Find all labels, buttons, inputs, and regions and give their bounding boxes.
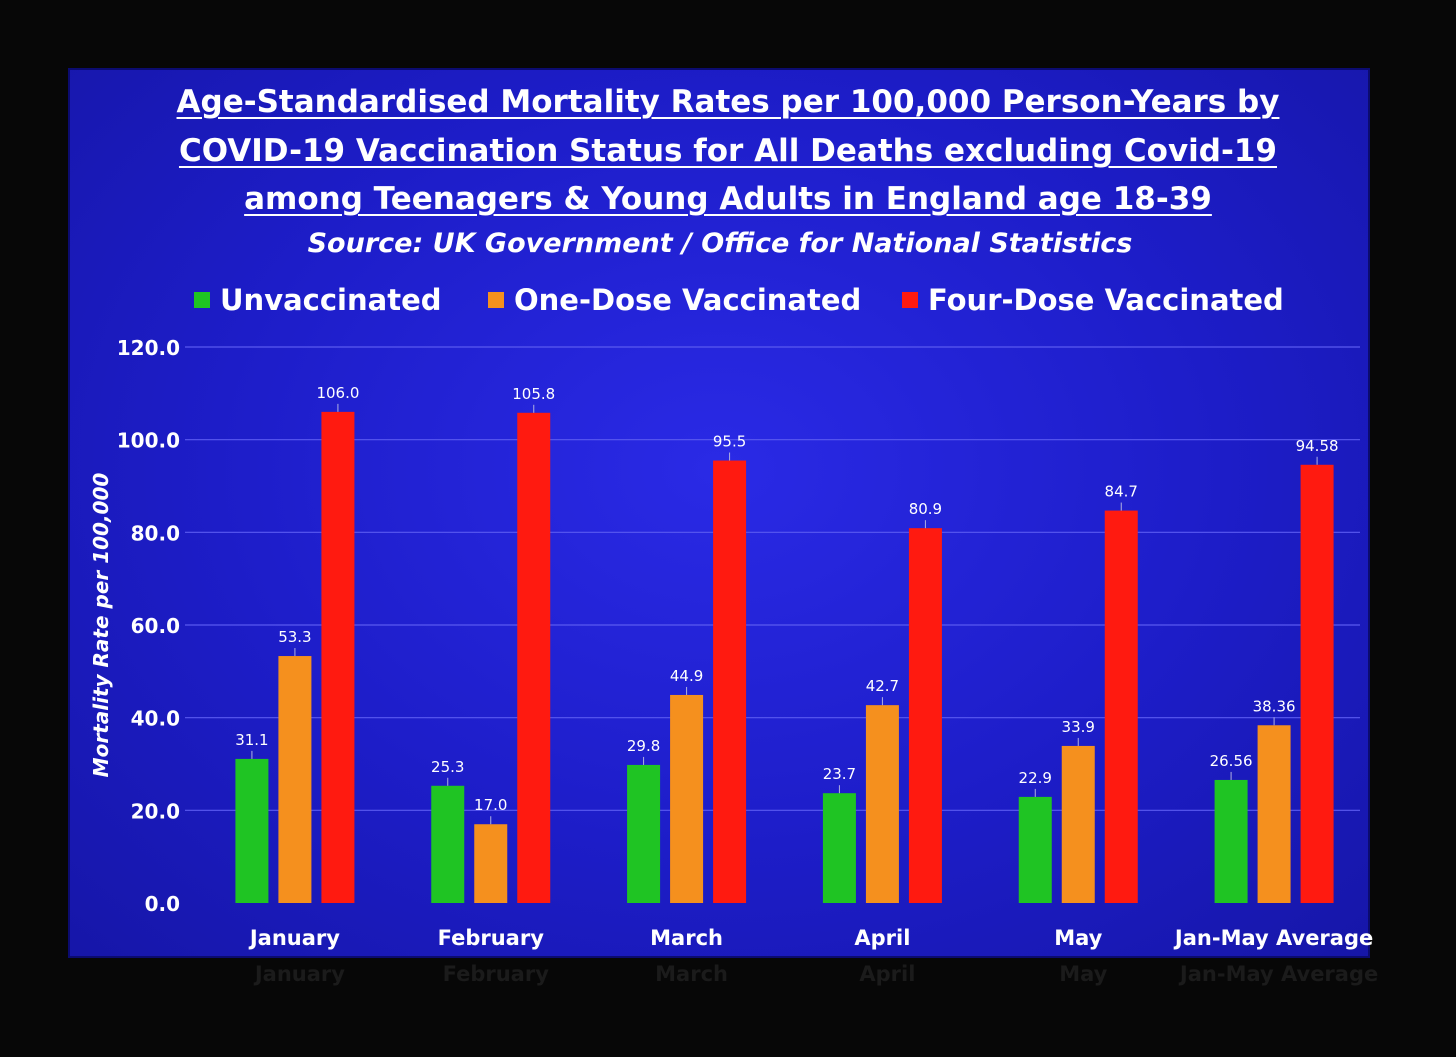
data-label: 44.9: [670, 667, 703, 685]
legend-item-unvaccinated: Unvaccinated: [194, 280, 442, 320]
bar: [278, 656, 312, 903]
bar: [1104, 510, 1138, 903]
legend-swatch-four-dose: [902, 292, 918, 308]
y-tick-label: 100.0: [117, 429, 180, 453]
x-tick-label: April: [854, 926, 910, 950]
legend-label-four-dose: Four-Dose Vaccinated: [928, 283, 1284, 317]
legend-item-one-dose: One-Dose Vaccinated: [488, 280, 861, 320]
data-labels: 31.1 53.3 106.0 25.3 17.0 105.8 29.8 44.9 95.5 23…: [235, 384, 1338, 814]
data-label: 94.58: [1296, 437, 1339, 455]
data-label: 29.8: [627, 737, 660, 755]
data-label: 17.0: [474, 796, 507, 814]
y-tick-label: 40.0: [131, 707, 180, 731]
legend-label-one-dose: One-Dose Vaccinated: [514, 283, 862, 317]
gridlines: [185, 346, 1360, 811]
bar: [235, 758, 269, 903]
data-label: 106.0: [316, 384, 359, 402]
bar: [908, 528, 942, 903]
data-label: 31.1: [235, 731, 268, 749]
reflection-strip: January February March April May Jan-May Aver…: [253, 962, 1378, 986]
bar: [1061, 745, 1095, 903]
x-tick-reflection: May: [1059, 962, 1107, 986]
y-tick-label: 20.0: [131, 799, 180, 823]
bar: [670, 694, 704, 903]
x-tick-reflection: February: [443, 962, 550, 986]
data-label: 42.7: [866, 677, 899, 695]
y-tick-label: 60.0: [131, 614, 180, 638]
y-axis-ticks: 0.0 20.0 40.0 60.0 80.0 100.0 120.0: [117, 336, 180, 916]
x-tick-reflection: March: [655, 962, 728, 986]
x-tick-reflection: April: [859, 962, 915, 986]
chart-title-line-1: Age-Standardised Mortality Rates per 100…: [176, 84, 1280, 120]
data-label: 23.7: [823, 765, 856, 783]
legend-swatch-one-dose: [488, 292, 504, 308]
y-tick-label: 80.0: [131, 521, 180, 545]
x-tick-label: March: [650, 926, 723, 950]
chart-title-line-3: among Teenagers & Young Adults in Englan…: [244, 181, 1212, 217]
data-label: 95.5: [713, 433, 746, 451]
legend-label-unvaccinated: Unvaccinated: [220, 283, 442, 317]
chart-legend: Unvaccinated One-Dose Vaccinated Four-Do…: [0, 280, 1456, 320]
chart-subtitle: Source: UK Government / Office for Natio…: [307, 228, 1133, 259]
bar: [321, 411, 355, 903]
bar: [474, 824, 508, 903]
bars: [235, 403, 1334, 903]
bar: [822, 793, 856, 903]
data-label: 22.9: [1019, 769, 1052, 787]
bar: [713, 460, 747, 903]
bar: [627, 764, 661, 903]
x-tick-reflection: Jan-May Average: [1178, 962, 1378, 986]
legend-swatch-unvaccinated: [194, 292, 210, 308]
bar: [865, 705, 899, 903]
data-label: 53.3: [278, 628, 311, 646]
data-label: 80.9: [909, 500, 942, 518]
bar: [1214, 779, 1248, 903]
x-tick-reflection: January: [253, 962, 345, 986]
data-label: 38.36: [1253, 697, 1296, 715]
x-tick-label: May: [1054, 926, 1102, 950]
bar: [1257, 725, 1291, 903]
y-tick-label: 0.0: [145, 892, 180, 916]
y-tick-label: 120.0: [117, 336, 180, 360]
data-label: 105.8: [512, 385, 555, 403]
bar: [517, 412, 551, 903]
data-label: 26.56: [1210, 752, 1253, 770]
bar: [431, 785, 465, 903]
bar: [1300, 464, 1334, 903]
x-tick-label: February: [438, 926, 545, 950]
x-tick-label: Jan-May Average: [1173, 926, 1373, 950]
x-tick-label: January: [248, 926, 340, 950]
legend-item-four-dose: Four-Dose Vaccinated: [902, 280, 1284, 320]
data-label: 25.3: [431, 758, 464, 776]
x-axis-ticks: January February March April May Jan-May Aver…: [248, 926, 1373, 950]
data-label: 84.7: [1105, 483, 1138, 501]
data-label: 33.9: [1062, 718, 1095, 736]
bar: [1018, 796, 1052, 903]
y-axis-title: Mortality Rate per 100,000: [89, 473, 113, 778]
chart-title-line-2: COVID-19 Vaccination Status for All Deat…: [178, 133, 1278, 169]
